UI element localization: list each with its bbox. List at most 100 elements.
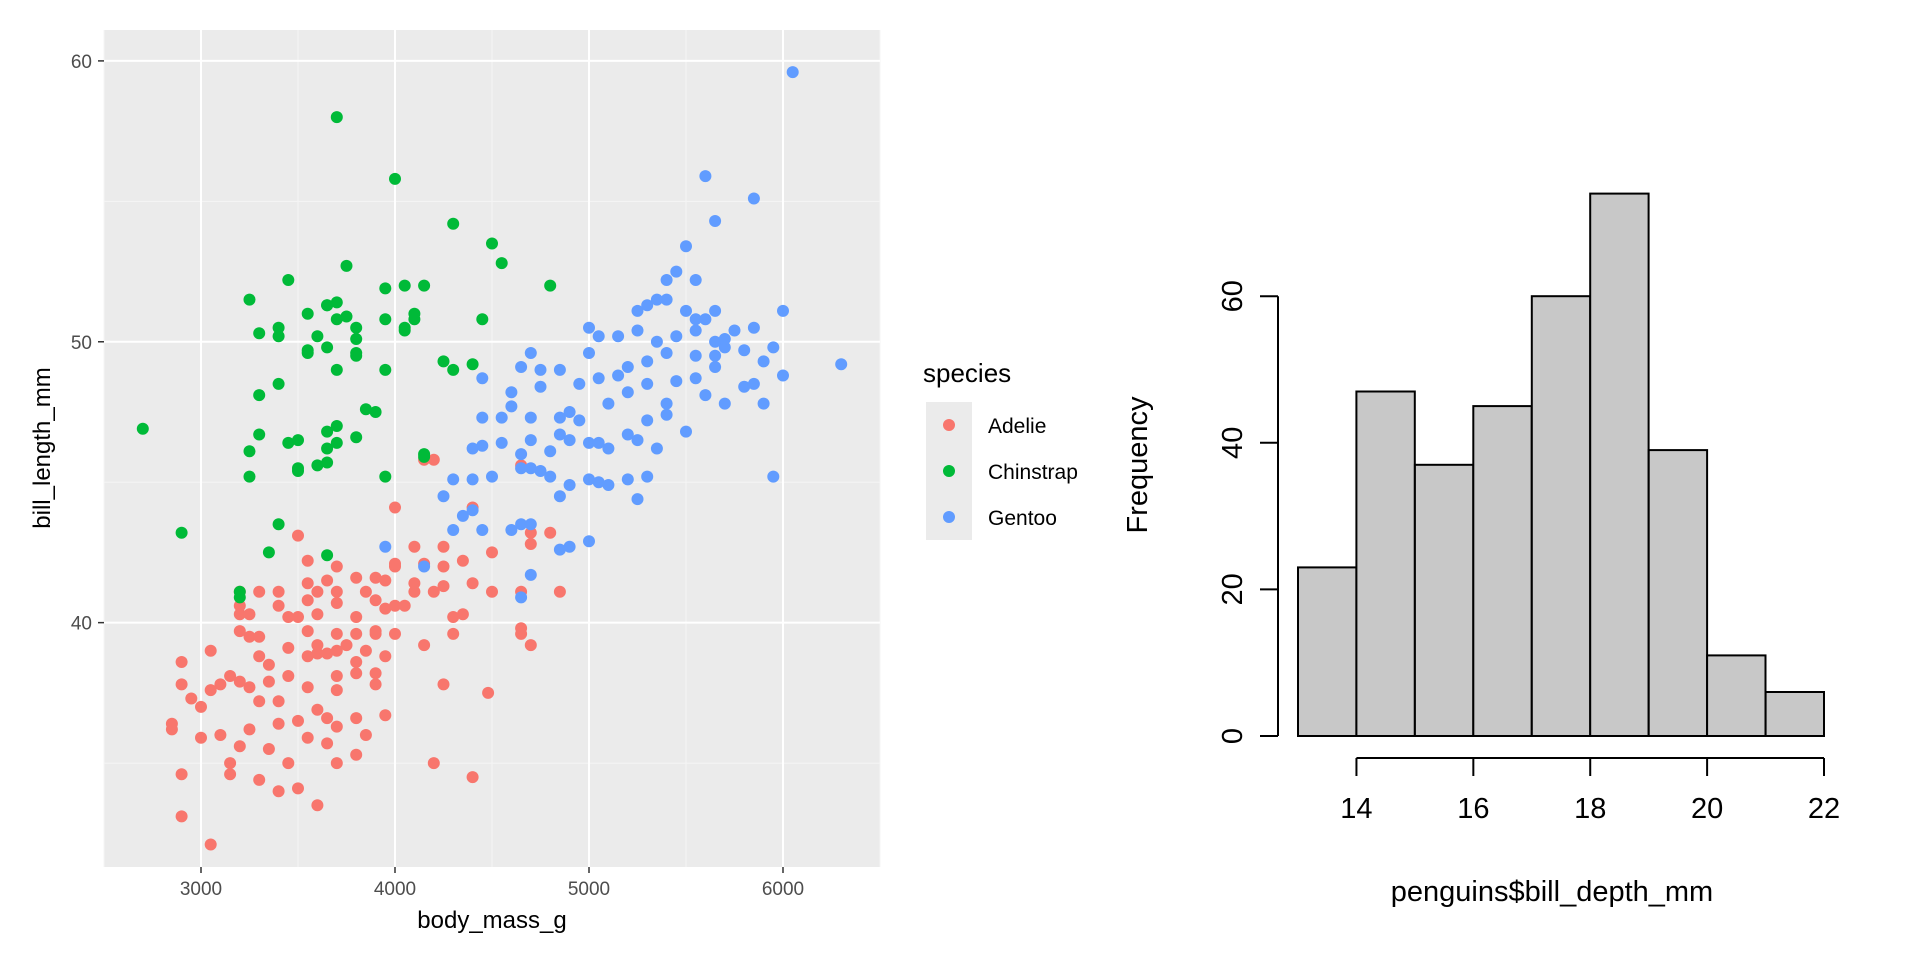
scatter-point-chinstrap xyxy=(330,436,343,449)
scatter-point-adelie xyxy=(330,560,343,573)
scatter-point-adelie xyxy=(369,625,382,638)
scatter-point-gentoo xyxy=(670,330,683,343)
scatter-point-adelie xyxy=(447,611,460,623)
scatter-point-chinstrap xyxy=(292,434,304,447)
histogram-y-axis-title: Frequency xyxy=(1122,396,1154,534)
scatter-point-gentoo xyxy=(680,425,692,438)
scatter-point-gentoo xyxy=(447,524,460,536)
scatter-point-gentoo xyxy=(505,400,518,413)
histogram-y-tick-label: 20 xyxy=(1217,573,1249,605)
scatter-point-chinstrap xyxy=(379,470,392,483)
scatter-point-gentoo xyxy=(621,473,634,486)
scatter-point-chinstrap xyxy=(330,420,343,432)
scatter-point-gentoo xyxy=(660,408,673,421)
scatter-point-chinstrap xyxy=(243,445,256,458)
scatter-point-gentoo xyxy=(650,293,663,306)
scatter-point-chinstrap xyxy=(330,363,343,376)
scatter-point-gentoo xyxy=(583,436,595,449)
scatter-point-adelie xyxy=(350,571,363,584)
scatter-point-adelie xyxy=(330,684,343,697)
scatter-point-adelie xyxy=(311,639,324,652)
scatter-point-gentoo xyxy=(709,361,722,373)
scatter-y-tick-label: 60 xyxy=(71,52,92,73)
scatter-point-chinstrap xyxy=(389,172,401,185)
histogram-bar xyxy=(1530,295,1592,737)
scatter-point-gentoo xyxy=(709,349,722,362)
scatter-point-gentoo xyxy=(757,397,770,410)
scatter-point-adelie xyxy=(524,538,537,550)
histogram-bar xyxy=(1589,192,1650,738)
scatter-point-gentoo xyxy=(563,479,576,491)
scatter-point-adelie xyxy=(301,594,314,607)
scatter-point-adelie xyxy=(437,678,450,691)
scatter-point-adelie xyxy=(224,768,237,781)
scatter-point-adelie xyxy=(330,644,343,657)
legend-marker-gentoo xyxy=(943,511,955,523)
scatter-point-gentoo xyxy=(583,321,595,334)
scatter-point-gentoo xyxy=(592,476,605,489)
histogram-bar xyxy=(1764,691,1825,737)
scatter-point-adelie xyxy=(204,684,217,697)
scatter-point-adelie xyxy=(292,611,304,623)
scatter-point-adelie xyxy=(379,602,392,615)
scatter-point-gentoo xyxy=(699,313,712,326)
scatter-point-gentoo xyxy=(621,361,634,373)
scatter-point-adelie xyxy=(369,678,382,691)
scatter-x-tick-label: 4000 xyxy=(374,879,416,900)
histogram-x-tick-label: 14 xyxy=(1340,793,1372,825)
scatter-point-chinstrap xyxy=(272,321,285,334)
scatter-point-adelie xyxy=(272,695,285,708)
scatter-point-adelie xyxy=(311,585,324,598)
histogram-x-axis-title: penguins$bill_depth_mm xyxy=(1391,876,1713,908)
scatter-point-gentoo xyxy=(699,170,712,183)
scatter-point-gentoo xyxy=(689,313,702,326)
scatter-point-adelie xyxy=(282,641,295,654)
scatter-point-gentoo xyxy=(515,518,528,531)
scatter-point-adelie xyxy=(340,639,353,652)
scatter-point-adelie xyxy=(369,571,382,584)
scatter-point-gentoo xyxy=(621,386,634,399)
scatter-point-adelie xyxy=(350,748,363,761)
scatter-point-adelie xyxy=(456,554,469,567)
scatter-point-gentoo xyxy=(650,335,663,348)
scatter-point-gentoo xyxy=(631,304,644,317)
scatter-point-chinstrap xyxy=(311,330,324,343)
scatter-point-gentoo xyxy=(505,524,518,536)
scatter-point-adelie xyxy=(301,650,314,663)
scatter-point-adelie xyxy=(427,757,440,770)
scatter-point-chinstrap xyxy=(253,428,266,441)
scatter-point-adelie xyxy=(185,692,198,705)
scatter-point-adelie xyxy=(330,597,343,609)
scatter-point-chinstrap xyxy=(253,389,266,402)
scatter-point-adelie xyxy=(272,785,285,798)
scatter-point-adelie xyxy=(350,667,363,680)
scatter-point-gentoo xyxy=(835,358,848,371)
scatter-point-gentoo xyxy=(641,377,654,390)
scatter-point-gentoo xyxy=(592,330,605,343)
scatter-point-gentoo xyxy=(718,341,731,354)
scatter-point-gentoo xyxy=(709,304,722,317)
histogram-x-tick-label: 22 xyxy=(1808,793,1840,825)
scatter-point-adelie xyxy=(282,757,295,770)
scatter-point-adelie xyxy=(456,608,469,621)
scatter-point-gentoo xyxy=(456,509,469,522)
histogram: 14 16 18 20 22 0 20 40 60 penguins$bill_depth_mm… xyxy=(1122,192,1840,908)
scatter-point-gentoo xyxy=(641,470,654,483)
scatter-point-adelie xyxy=(233,675,246,688)
scatter-point-gentoo xyxy=(437,490,450,503)
scatter-point-chinstrap xyxy=(321,299,334,312)
scatter-point-adelie xyxy=(311,608,324,621)
scatter-point-gentoo xyxy=(612,369,625,382)
scatter-point-chinstrap xyxy=(243,293,256,306)
scatter-point-chinstrap xyxy=(321,341,334,354)
scatter-point-gentoo xyxy=(757,355,770,368)
scatter-point-adelie xyxy=(330,720,343,733)
scatter-point-adelie xyxy=(389,627,401,640)
scatter-point-gentoo xyxy=(689,324,702,337)
scatter-point-chinstrap xyxy=(301,344,314,357)
scatter-point-gentoo xyxy=(515,462,528,475)
scatter-point-gentoo xyxy=(573,377,586,390)
scatter-point-gentoo xyxy=(602,479,615,491)
scatter-point-gentoo xyxy=(777,369,789,382)
scatter-point-gentoo xyxy=(767,341,780,354)
